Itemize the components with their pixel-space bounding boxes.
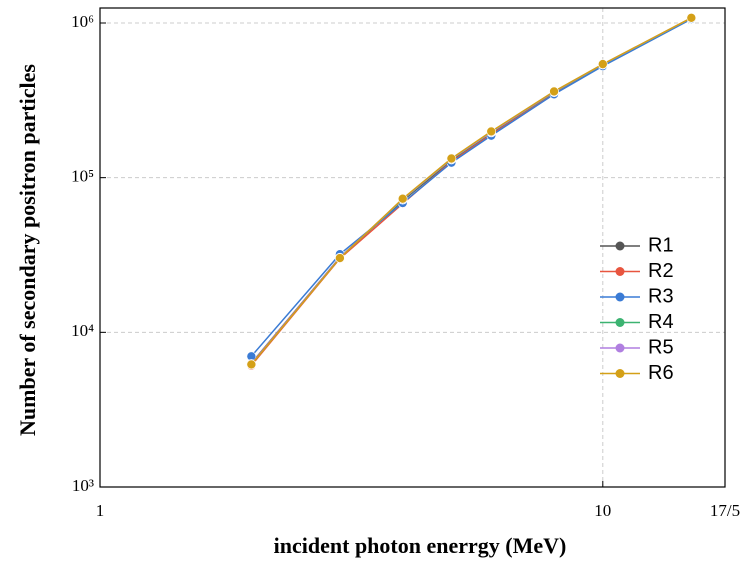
data-point [397,193,408,204]
y-tick-label: 10⁶ [71,12,94,31]
y-tick-label: 10³ [72,476,94,495]
series-line [250,17,692,365]
x-tick-label: 1 [96,501,105,520]
data-point [446,153,457,164]
legend-marker [615,267,625,276]
data-point [246,359,257,370]
data-point [335,253,345,263]
legend-label: R6 [648,362,674,384]
series-line [250,18,692,367]
series-line [250,17,692,364]
legend-label: R4 [648,311,674,333]
series-line [250,18,692,357]
x-tick-label: 17/5 [710,501,740,520]
data-point [598,59,608,69]
legend-marker [615,369,625,378]
legend-marker [615,318,625,327]
legend-label: R2 [648,260,674,282]
y-tick-label: 10⁴ [71,321,94,340]
plot-frame [99,7,726,488]
data-point [549,86,559,97]
data-point [686,13,697,23]
legend-marker [615,292,625,302]
data-point [486,126,497,137]
series-line [250,17,692,365]
y-tick-label: 10⁵ [71,167,94,186]
legend-label: R1 [648,234,674,256]
x-axis-label: incident photon enerrgy (MeV) [274,533,567,558]
legend-label: R5 [648,336,674,358]
x-tick-label: 10 [594,501,611,520]
y-axis-label: Number of secondary positron particles [15,64,40,436]
legend-marker [615,343,625,353]
series-line [250,17,692,365]
legend-label: R3 [648,285,674,307]
legend-marker [615,241,625,251]
